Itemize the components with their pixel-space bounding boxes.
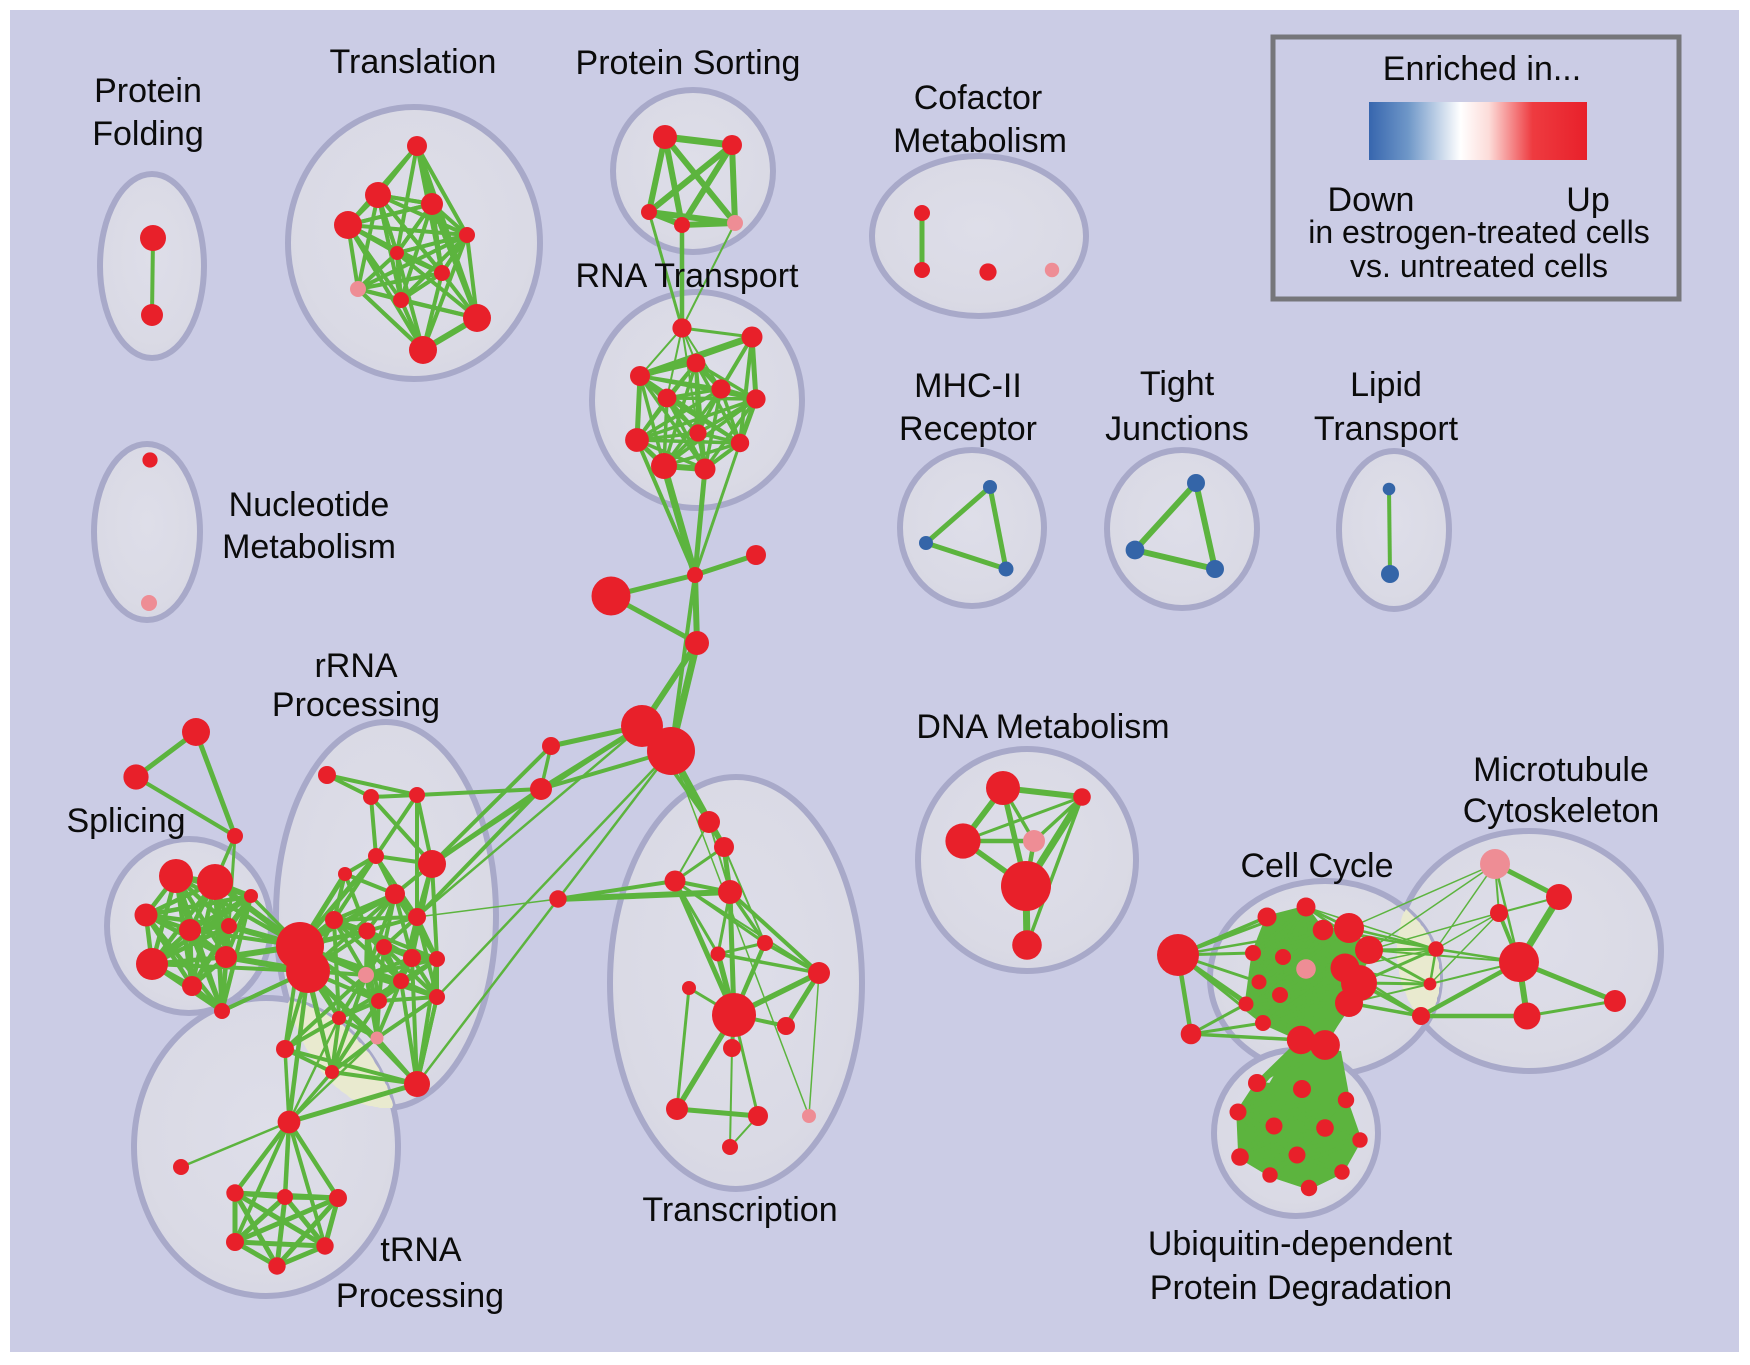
svg-text:rRNA: rRNA bbox=[314, 647, 397, 685]
svg-text:Translation: Translation bbox=[330, 43, 497, 81]
svg-text:Cytoskeleton: Cytoskeleton bbox=[1463, 792, 1660, 830]
svg-text:DNA Metabolism: DNA Metabolism bbox=[916, 708, 1169, 746]
svg-text:Receptor: Receptor bbox=[899, 410, 1037, 448]
svg-text:Splicing: Splicing bbox=[66, 802, 185, 840]
svg-text:Lipid: Lipid bbox=[1350, 366, 1422, 404]
svg-text:Ubiquitin-dependent: Ubiquitin-dependent bbox=[1148, 1225, 1453, 1263]
svg-text:Cell Cycle: Cell Cycle bbox=[1240, 847, 1393, 885]
svg-text:Nucleotide: Nucleotide bbox=[229, 486, 390, 524]
svg-text:MHC-II: MHC-II bbox=[914, 367, 1022, 405]
svg-text:RNA Transport: RNA Transport bbox=[576, 257, 800, 295]
svg-text:Folding: Folding bbox=[92, 115, 204, 153]
svg-text:vs. untreated cells: vs. untreated cells bbox=[1350, 248, 1608, 284]
svg-text:Metabolism: Metabolism bbox=[893, 122, 1067, 160]
svg-text:Transport: Transport bbox=[1314, 410, 1459, 448]
svg-text:Protein: Protein bbox=[94, 72, 202, 110]
svg-text:Processing: Processing bbox=[336, 1277, 504, 1315]
svg-text:Enriched in...: Enriched in... bbox=[1383, 50, 1581, 88]
svg-text:Metabolism: Metabolism bbox=[222, 528, 396, 566]
svg-text:Transcription: Transcription bbox=[642, 1191, 837, 1229]
svg-text:Processing: Processing bbox=[272, 686, 440, 724]
svg-text:Tight: Tight bbox=[1140, 365, 1215, 403]
svg-text:Down: Down bbox=[1328, 181, 1415, 219]
svg-text:in estrogen-treated cells: in estrogen-treated cells bbox=[1308, 214, 1650, 250]
svg-text:tRNA: tRNA bbox=[380, 1231, 462, 1269]
svg-text:Microtubule: Microtubule bbox=[1473, 751, 1649, 789]
svg-text:Protein Degradation: Protein Degradation bbox=[1150, 1269, 1452, 1307]
svg-text:Protein Sorting: Protein Sorting bbox=[576, 44, 801, 82]
svg-text:Junctions: Junctions bbox=[1105, 410, 1249, 448]
svg-text:Up: Up bbox=[1566, 181, 1609, 219]
svg-text:Cofactor: Cofactor bbox=[914, 79, 1043, 117]
